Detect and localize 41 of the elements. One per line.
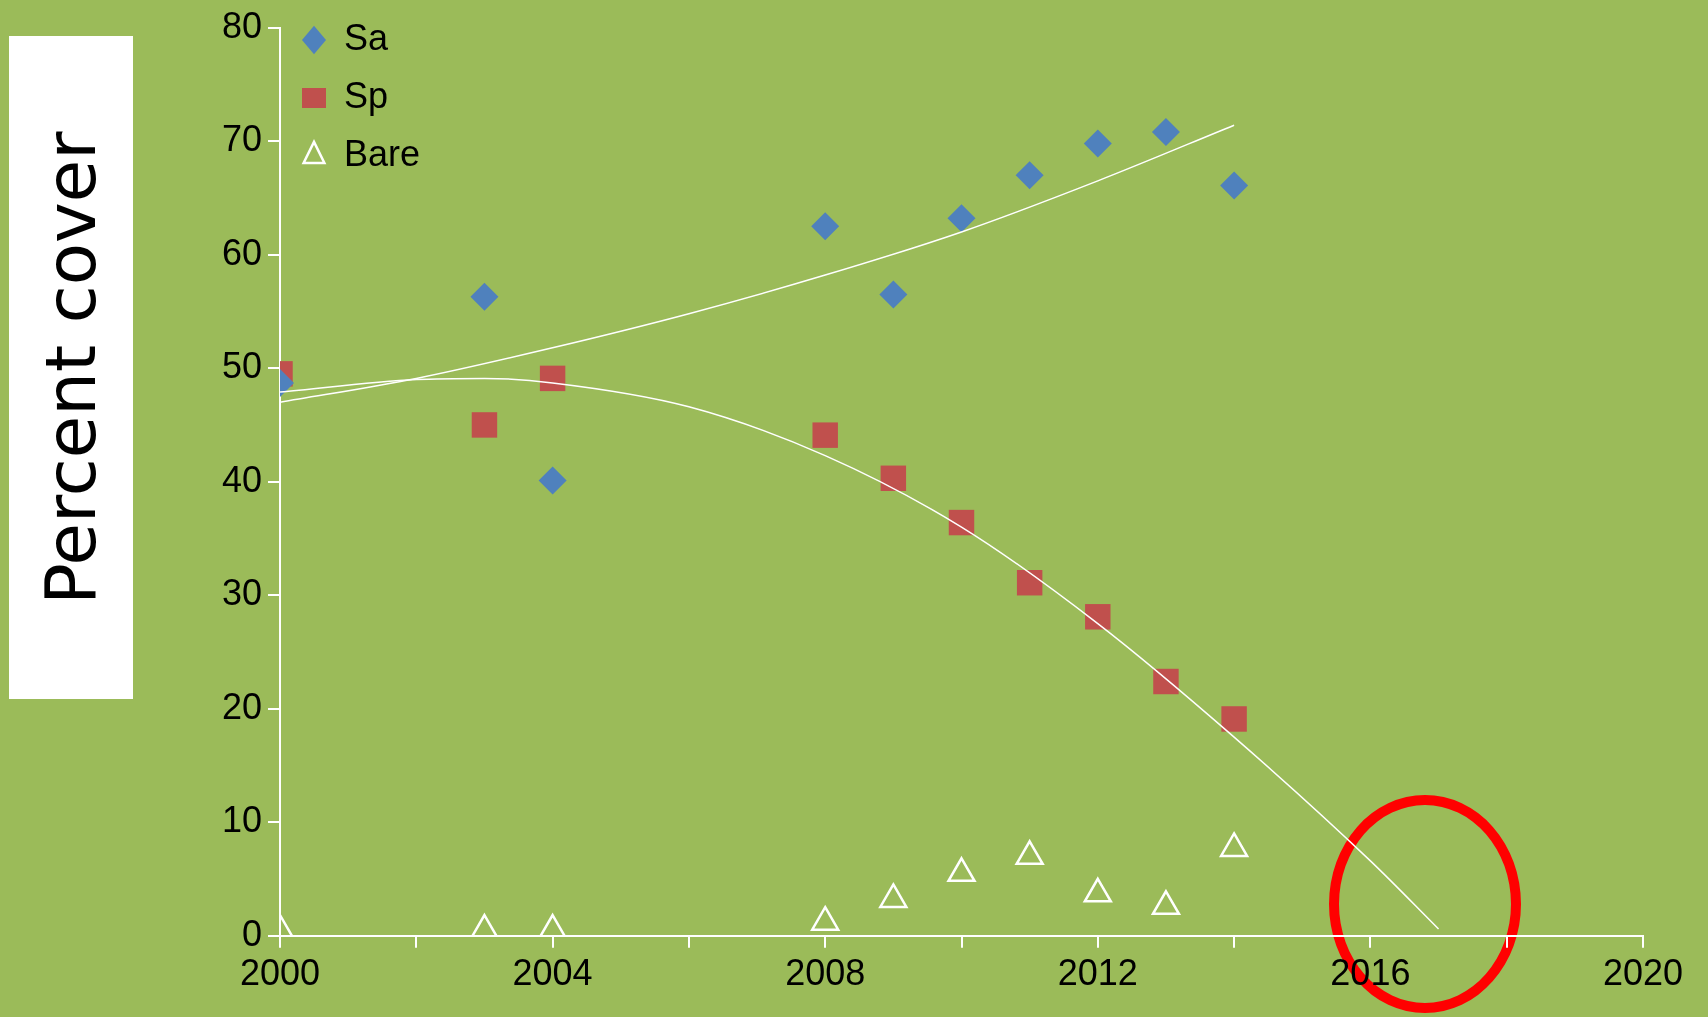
point xyxy=(1015,161,1044,190)
point xyxy=(1151,890,1181,916)
point xyxy=(471,412,498,438)
point xyxy=(1015,840,1044,866)
point xyxy=(879,883,908,909)
point xyxy=(470,282,499,311)
point xyxy=(947,857,976,883)
point xyxy=(879,280,908,309)
legend-label: Bare xyxy=(344,132,421,174)
x-tick-label: 2012 xyxy=(1057,952,1138,994)
x-tick-label: 2000 xyxy=(239,952,321,994)
y-tick-label: 50 xyxy=(221,345,262,387)
y-tick-label: 30 xyxy=(221,572,262,614)
y-tick-label: 0 xyxy=(241,912,262,954)
legend-label: Sa xyxy=(344,16,390,58)
point xyxy=(1220,171,1249,200)
x-tick-label: 2008 xyxy=(785,952,866,994)
y-tick-label: 60 xyxy=(221,231,262,273)
point xyxy=(947,204,976,233)
y-tick-label: 20 xyxy=(221,685,262,727)
point xyxy=(810,905,840,931)
x-tick-label: 2004 xyxy=(512,952,593,994)
point xyxy=(470,913,499,936)
point xyxy=(1083,129,1112,158)
point xyxy=(1219,832,1249,858)
y-tick-label: 10 xyxy=(221,799,262,841)
point xyxy=(538,466,567,495)
point xyxy=(538,913,567,936)
point xyxy=(539,365,566,392)
point xyxy=(812,422,838,448)
point xyxy=(1151,118,1180,147)
y-tick-label: 70 xyxy=(221,118,262,160)
point xyxy=(948,509,975,536)
y-axis-title: Percent cover xyxy=(31,130,111,605)
point xyxy=(811,212,840,241)
legend-label: Sp xyxy=(344,74,389,116)
x-tick-label: 2020 xyxy=(1602,952,1684,994)
y-tick-label: 80 xyxy=(221,4,262,46)
point xyxy=(880,465,907,492)
y-tick-label: 40 xyxy=(221,458,262,500)
point xyxy=(1083,877,1113,903)
